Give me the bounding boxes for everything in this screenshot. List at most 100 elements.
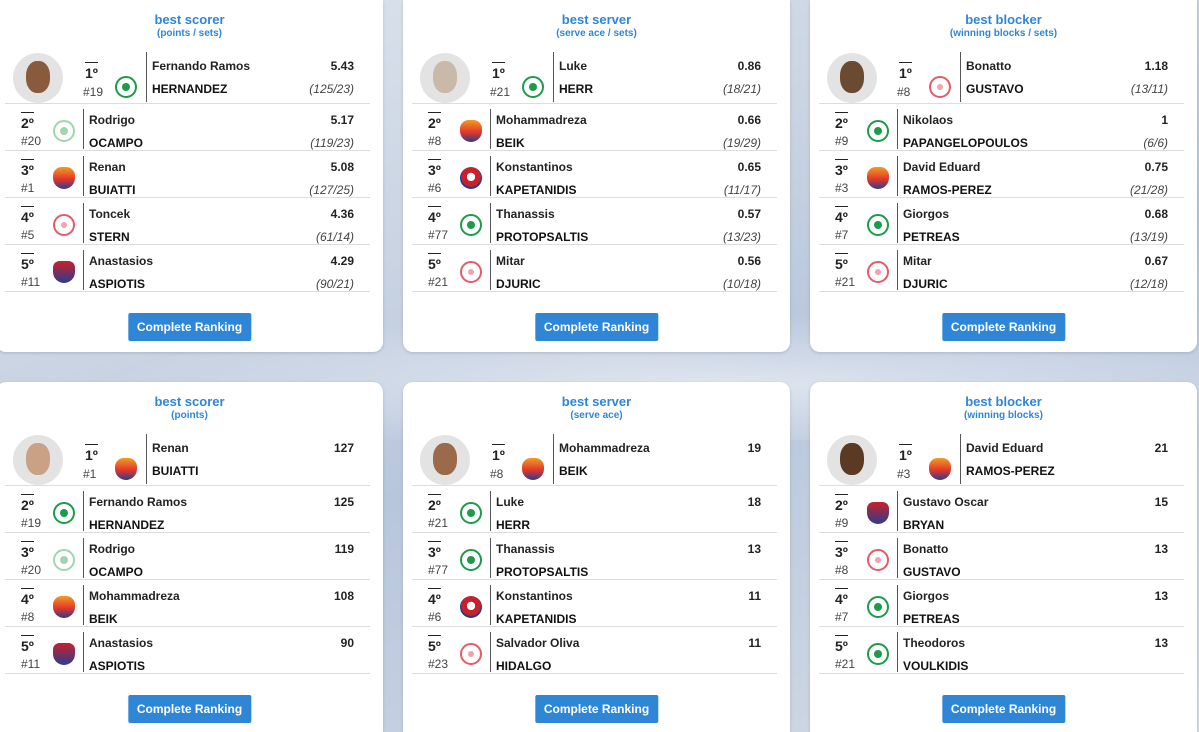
ranking-row[interactable]: 1º #3 David Eduard RAMOS-PEREZ 21 [819,427,1184,486]
ranking-row[interactable]: 1º #21 Luke HERR 0.86 (18/21) [412,45,777,104]
stat-value: 0.67 [1144,254,1168,268]
rank-label: 4º [835,588,848,607]
divider [490,491,491,531]
player-last-name: OCAMPO [89,136,143,150]
card-subtitle: (points / sets) [156,28,222,39]
stat-value: 0.68 [1144,207,1168,221]
ranking-row[interactable]: 3º #1 Renan BUIATTI 5.08 (127/25) [5,151,370,198]
ranking-row[interactable]: 5º #21 Theodoros VOULKIDIS 13 [819,627,1184,674]
olympiacos-team-logo-icon [53,214,75,236]
ranking-row[interactable]: 2º #8 Mohammadreza BEIK 0.66 (19/29) [412,104,777,151]
rank-label: 2º [428,112,441,131]
jersey-number: #77 [428,563,449,577]
ranking-row[interactable]: 1º #8 Mohammadreza BEIK 19 [412,427,777,486]
ranking-row[interactable]: 3º #20 Rodrigo OCAMPO 119 [5,533,370,580]
jersey-number: #7 [835,610,849,624]
ranking-row[interactable]: 5º #11 Anastasios ASPIOTIS 90 [5,627,370,674]
player-last-name: BEIK [89,612,118,626]
ranking-row[interactable]: 4º #7 Giorgos PETREAS 0.68 (13/19) [819,198,1184,245]
ranking-list: 1º #8 Bonatto GUSTAVO 1.18 (13/11) 2º #9 Nikolao… [819,45,1184,292]
ranking-row[interactable]: 3º #3 David Eduard RAMOS-PEREZ 0.75 (21/28) [819,151,1184,198]
rank-label: 5º [835,253,848,272]
ranking-row[interactable]: 5º #21 Mitar DJURIC 0.56 (10/18) [412,245,777,292]
ranking-row[interactable]: 1º #19 Fernando Ramos HERNANDEZ 5.43 (125/23) [5,45,370,104]
player-last-name: VOULKIDIS [903,659,969,673]
complete-ranking-button[interactable]: Complete Ranking [127,695,252,723]
player-last-name: DJURIC [903,277,948,291]
ranking-row[interactable]: 2º #20 Rodrigo OCAMPO 5.17 (119/23) [5,104,370,151]
divider [146,52,147,102]
ranking-card: best blocker (winning blocks / sets) 1º #8 B… [810,0,1197,352]
jersey-number: #11 [21,657,41,671]
player-last-name: BUIATTI [152,464,199,478]
player-avatar [420,435,470,485]
player-last-name: ASPIOTIS [89,277,146,291]
divider [83,632,84,672]
card-subtitle: (serve ace / sets) [556,28,637,39]
stat-detail: (13/19) [1129,230,1168,244]
stat-detail: (12/18) [1129,277,1168,291]
jersey-number: #8 [897,85,911,99]
player-last-name: GUSTAVO [966,82,1024,96]
player-first-name: Bonatto [903,542,949,556]
player-last-name: RAMOS-PEREZ [966,464,1055,478]
card-subtitle: (winning blocks) [964,410,1043,421]
complete-ranking-button[interactable]: Complete Ranking [534,313,659,341]
player-avatar [13,53,63,103]
milon-team-logo-icon [115,458,137,480]
ranking-row[interactable]: 5º #21 Mitar DJURIC 0.67 (12/18) [819,245,1184,292]
stat-value: 4.29 [330,254,354,268]
player-first-name: Gustavo Oscar [903,495,989,509]
ranking-card: best scorer (points / sets) 1º #19 Fernando … [0,0,383,352]
ranking-row[interactable]: 2º #19 Fernando Ramos HERNANDEZ 125 [5,486,370,533]
stat-value: 0.56 [737,254,761,268]
rank-label: 1º [899,444,912,463]
ranking-row[interactable]: 4º #77 Thanassis PROTOPSALTIS 0.57 (13/23) [412,198,777,245]
complete-ranking-button[interactable]: Complete Ranking [941,313,1066,341]
divider [553,52,554,102]
ranking-list: 1º #8 Mohammadreza BEIK 19 2º #21 Luke HERR 18 3º #… [412,427,777,674]
kifisia-team-logo-icon [867,502,889,524]
divider [897,250,898,290]
milon-team-logo-icon [53,596,75,618]
rank-label: 3º [428,541,441,560]
complete-ranking-button[interactable]: Complete Ranking [941,695,1066,723]
rank-label: 2º [835,112,848,131]
panathinaikos-team-logo-icon [867,120,889,142]
ranking-row[interactable]: 4º #7 Giorgos PETREAS 13 [819,580,1184,627]
ranking-row[interactable]: 3º #77 Thanassis PROTOPSALTIS 13 [412,533,777,580]
ranking-row[interactable]: 1º #8 Bonatto GUSTAVO 1.18 (13/11) [819,45,1184,104]
jersey-number: #6 [428,181,442,195]
complete-ranking-button[interactable]: Complete Ranking [127,313,252,341]
stat-value: 13 [747,542,761,556]
milon-team-logo-icon [522,458,544,480]
ranking-row[interactable]: 1º #1 Renan BUIATTI 127 [5,427,370,486]
player-last-name: HERNANDEZ [152,82,228,96]
ranking-row[interactable]: 5º #11 Anastasios ASPIOTIS 4.29 (90/21) [5,245,370,292]
complete-ranking-button[interactable]: Complete Ranking [534,695,659,723]
ranking-row[interactable]: 4º #8 Mohammadreza BEIK 108 [5,580,370,627]
player-last-name: BEIK [496,136,525,150]
player-last-name: HIDALGO [496,659,552,673]
stat-value: 13 [1154,636,1168,650]
player-last-name: PETREAS [903,230,960,244]
player-last-name: HERR [559,82,594,96]
player-first-name: Rodrigo [89,113,135,127]
ranking-row[interactable]: 4º #5 Toncek STERN 4.36 (61/14) [5,198,370,245]
ranking-row[interactable]: 2º #21 Luke HERR 18 [412,486,777,533]
stat-value: 11 [748,636,761,650]
ranking-row[interactable]: 4º #6 Konstantinos KAPETANIDIS 11 [412,580,777,627]
ranking-row[interactable]: 2º #9 Gustavo Oscar BRYAN 15 [819,486,1184,533]
player-last-name: KAPETANIDIS [496,183,577,197]
stat-detail: (11/17) [723,183,761,197]
stat-value: 13 [1154,589,1168,603]
panathinaikos-team-logo-icon [460,549,482,571]
ranking-row[interactable]: 5º #23 Salvador Oliva HIDALGO 11 [412,627,777,674]
player-face-icon [433,443,457,475]
player-avatar [827,435,877,485]
ranking-row[interactable]: 3º #6 Konstantinos KAPETANIDIS 0.65 (11/17) [412,151,777,198]
player-avatar [13,435,63,485]
player-first-name: Mohammadreza [559,441,650,455]
ranking-row[interactable]: 2º #9 Nikolaos PAPANGELOPOULOS 1 (6/6) [819,104,1184,151]
ranking-row[interactable]: 3º #8 Bonatto GUSTAVO 13 [819,533,1184,580]
